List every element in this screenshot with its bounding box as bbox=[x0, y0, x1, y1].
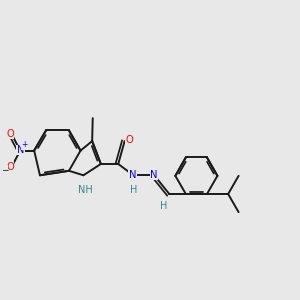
Text: NH: NH bbox=[78, 185, 93, 195]
Text: O: O bbox=[125, 135, 133, 145]
Text: +: + bbox=[21, 140, 28, 149]
Text: O: O bbox=[6, 129, 14, 139]
Text: H: H bbox=[160, 201, 167, 211]
Text: H: H bbox=[130, 185, 137, 195]
Text: N: N bbox=[129, 170, 136, 180]
Text: O: O bbox=[6, 162, 14, 172]
Text: N: N bbox=[17, 145, 24, 155]
Text: −: − bbox=[1, 165, 8, 174]
Text: N: N bbox=[150, 170, 158, 180]
